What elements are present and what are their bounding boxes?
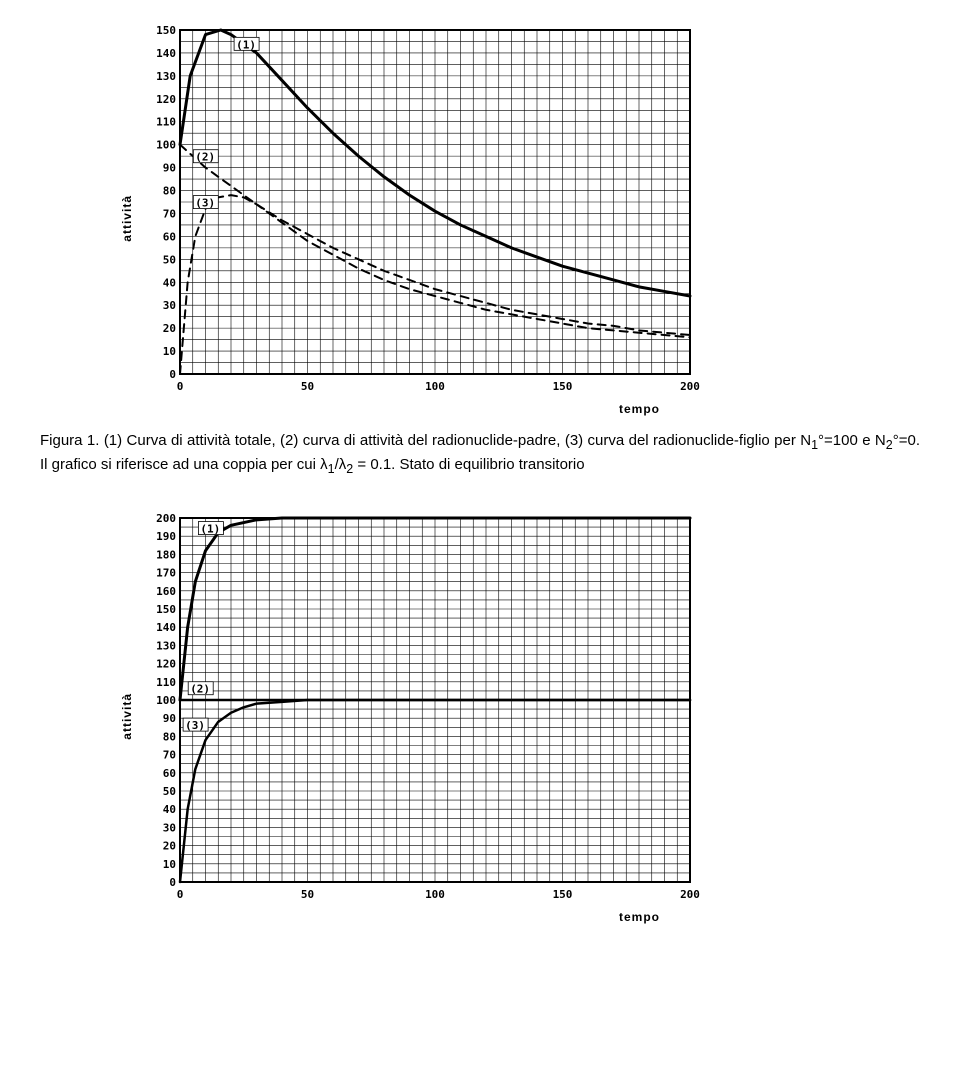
svg-text:40: 40 [163, 276, 176, 289]
svg-text:200: 200 [680, 888, 700, 901]
svg-text:100: 100 [425, 888, 445, 901]
svg-text:20: 20 [163, 322, 176, 335]
svg-text:120: 120 [156, 658, 176, 671]
svg-text:90: 90 [163, 712, 176, 725]
svg-text:30: 30 [163, 299, 176, 312]
svg-text:70: 70 [163, 207, 176, 220]
svg-text:(1): (1) [236, 38, 256, 51]
svg-text:120: 120 [156, 93, 176, 106]
chart-1-xlabel: tempo [619, 402, 660, 416]
svg-text:140: 140 [156, 47, 176, 60]
caption-sub-1: 1 [811, 438, 818, 452]
svg-text:160: 160 [156, 585, 176, 598]
svg-text:80: 80 [163, 731, 176, 744]
svg-text:80: 80 [163, 185, 176, 198]
caption-text-6: /λ [335, 456, 347, 473]
svg-text:(2): (2) [195, 151, 215, 164]
svg-text:40: 40 [163, 803, 176, 816]
caption-text-2: °=100 e N [818, 432, 886, 449]
chart-2-wrap: attività 0 10 20 30 40 50 60 70 80 90 100 110 120 130… [120, 508, 920, 924]
svg-text:110: 110 [156, 116, 176, 129]
svg-text:150: 150 [553, 380, 573, 393]
caption-sub-3: 1 [328, 462, 335, 476]
chart-1-wrap: attività 0 10 20 30 40 50 60 70 80 90 100 110 120 130… [120, 20, 920, 416]
svg-text:100: 100 [156, 694, 176, 707]
svg-text:60: 60 [163, 767, 176, 780]
svg-text:10: 10 [163, 345, 176, 358]
chart-1-ylabel: attività [120, 195, 134, 242]
svg-text:200: 200 [156, 512, 176, 525]
svg-text:60: 60 [163, 230, 176, 243]
chart-1-plot-column: 0 10 20 30 40 50 60 70 80 90 100 110 120 130 140 150 0 50… [140, 20, 700, 416]
svg-text:170: 170 [156, 567, 176, 580]
svg-text:0: 0 [169, 368, 176, 381]
svg-text:110: 110 [156, 676, 176, 689]
svg-text:50: 50 [301, 888, 314, 901]
chart-2-plot-column: 0 10 20 30 40 50 60 70 80 90 100 110 120 130 140 150 160… [140, 508, 700, 924]
svg-text:90: 90 [163, 162, 176, 175]
svg-text:(2): (2) [190, 683, 210, 696]
svg-text:0: 0 [169, 876, 176, 889]
svg-text:70: 70 [163, 749, 176, 762]
svg-text:50: 50 [301, 380, 314, 393]
svg-text:0: 0 [177, 888, 184, 901]
figure-2: attività 0 10 20 30 40 50 60 70 80 90 100 110 120 130… [40, 508, 920, 924]
chart-2-xlabel: tempo [619, 910, 660, 924]
svg-text:50: 50 [163, 785, 176, 798]
svg-text:150: 150 [156, 24, 176, 37]
svg-text:30: 30 [163, 822, 176, 835]
caption-sub-2: 2 [886, 438, 893, 452]
caption-lead: Figura 1. [40, 432, 99, 449]
svg-text:200: 200 [680, 380, 700, 393]
svg-text:0: 0 [177, 380, 184, 393]
svg-text:100: 100 [425, 380, 445, 393]
svg-text:130: 130 [156, 640, 176, 653]
svg-text:100: 100 [156, 139, 176, 152]
figure-1: attività 0102030405060708090100110120130… [40, 20, 920, 478]
svg-text:150: 150 [553, 888, 573, 901]
svg-text:(1): (1) [200, 523, 220, 536]
svg-text:10: 10 [163, 858, 176, 871]
svg-text:(3): (3) [195, 197, 215, 210]
svg-text:150: 150 [156, 603, 176, 616]
caption-text-0: (1) Curva di attività totale, (2) curva … [99, 432, 811, 449]
chart-2-ylabel: attività [120, 693, 134, 740]
figure-1-caption: Figura 1. (1) Curva di attività totale, … [40, 430, 920, 478]
svg-text:(3): (3) [185, 719, 205, 732]
svg-text:50: 50 [163, 253, 176, 266]
svg-text:140: 140 [156, 621, 176, 634]
chart-2-svg: 0 10 20 30 40 50 60 70 80 90 100 110 120 130 140 150 160… [140, 508, 700, 908]
chart-1-svg: 0 10 20 30 40 50 60 70 80 90 100 110 120 130 140 150 0 50… [140, 20, 700, 400]
svg-text:180: 180 [156, 549, 176, 562]
svg-text:190: 190 [156, 530, 176, 543]
caption-text-8: = 0.1. Stato di equilibrio transitorio [353, 456, 584, 473]
svg-text:130: 130 [156, 70, 176, 83]
svg-text:20: 20 [163, 840, 176, 853]
